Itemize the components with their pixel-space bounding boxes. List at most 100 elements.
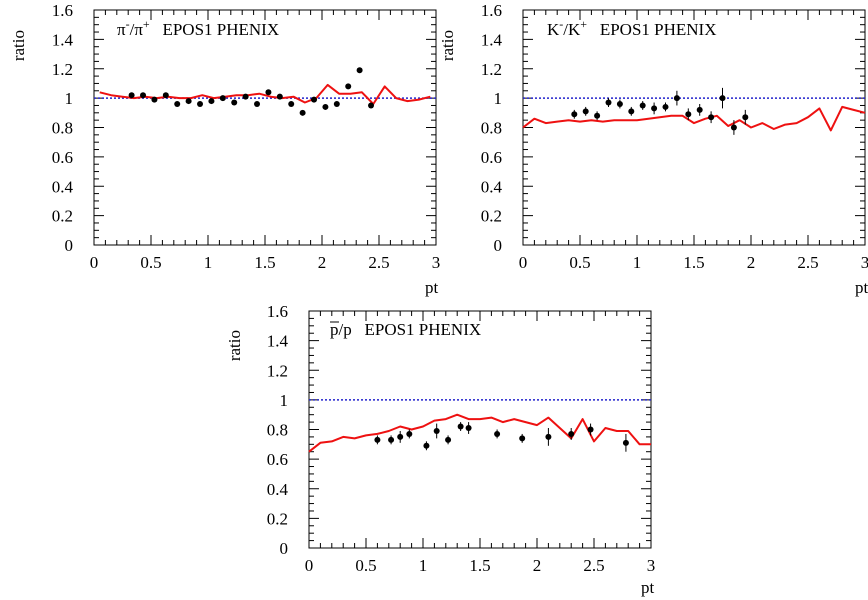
y-tick-label: 1.6 [52, 1, 73, 20]
x-axis-label: pt [855, 278, 868, 297]
data-point [587, 426, 594, 433]
data-point [457, 423, 464, 430]
data-point [605, 99, 612, 106]
data-point [265, 89, 272, 96]
x-tick-label: 0 [519, 253, 528, 272]
data-point [571, 111, 578, 118]
x-tick-label: 2 [318, 253, 327, 272]
y-tick-label: 0.6 [267, 450, 288, 469]
x-tick-label: 0 [90, 253, 99, 272]
data-point [219, 95, 226, 102]
data-point [582, 108, 589, 115]
data-point [639, 102, 646, 109]
y-axis-label: ratio [225, 330, 244, 361]
x-tick-label: 2 [747, 253, 756, 272]
data-point [730, 124, 737, 131]
data-point [322, 103, 329, 110]
data-point [662, 103, 669, 110]
y-tick-label: 0.2 [267, 509, 288, 528]
y-tick-label: 1.6 [267, 302, 288, 321]
data-point [231, 99, 238, 106]
y-tick-label: 1.4 [267, 332, 289, 351]
y-tick-label: 1 [65, 89, 74, 108]
y-tick-label: 0.2 [481, 207, 502, 226]
data-point [708, 114, 715, 121]
model-line [522, 105, 866, 132]
y-tick-label: 1.6 [481, 1, 502, 20]
data-point [368, 102, 375, 109]
data-point [673, 95, 680, 102]
panel-1: 0 0.5 1 1.5 2 2.5 3 0 0.2 0.4 0.6 0.8 1 1.2 1.4 1.6 pt ra… [9, 1, 440, 297]
x-tick-label: 3 [861, 253, 868, 272]
y-tick-label: 0 [494, 236, 503, 255]
x-tick-label: 1.5 [469, 556, 490, 575]
x-tick-label: 0.5 [569, 253, 590, 272]
data-point [128, 92, 135, 99]
y-tick-label: 0.4 [267, 480, 289, 499]
data-point [185, 98, 192, 105]
y-tick-label: 0 [280, 539, 289, 558]
x-tick-label: 1 [633, 253, 642, 272]
data-point [685, 111, 692, 118]
x-tick-label: 0.5 [140, 253, 161, 272]
data-point [140, 92, 147, 99]
y-tick-label: 0.6 [481, 148, 502, 167]
data-point [433, 427, 440, 434]
data-point [545, 433, 552, 440]
x-tick-label: 3 [432, 253, 441, 272]
x-tick-label: 2.5 [368, 253, 389, 272]
x-tick-label: 0 [305, 556, 314, 575]
data-point [311, 96, 318, 103]
x-tick-label: 1 [204, 253, 213, 272]
data-point [397, 433, 404, 440]
panel-title: π-/π+ EPOS1 PHENIX [117, 17, 279, 39]
y-tick-label: 1 [280, 391, 289, 410]
y-tick-label: 1 [494, 89, 503, 108]
y-tick-label: 1.2 [267, 361, 288, 380]
model-line [308, 413, 651, 453]
data-point [594, 112, 601, 119]
panel-2: 0 0.5 1 1.5 2 2.5 3 0 0.2 0.4 0.6 0.8 1 1.2 1.4 1.6 pt ra… [438, 1, 868, 297]
y-tick-label: 1.4 [52, 30, 74, 49]
data-point [616, 101, 623, 107]
x-tick-label: 1.5 [254, 253, 275, 272]
data-point [174, 101, 181, 107]
data-point [288, 101, 295, 107]
x-axis-label: pt [425, 278, 439, 297]
x-tick-label: 2.5 [583, 556, 604, 575]
data-point [651, 105, 658, 112]
data-point [388, 436, 395, 443]
x-axis-label: pt [641, 578, 655, 597]
data-point [333, 101, 340, 107]
data-point [374, 436, 381, 443]
y-tick-label: 1.4 [481, 30, 503, 49]
y-axis-label: ratio [438, 30, 457, 61]
y-tick-label: 0.8 [267, 421, 288, 440]
panel-3: 0 0.5 1 1.5 2 2.5 3 0 0.2 0.4 0.6 0.8 1 1.2 1.4 1.6 pt ra… [225, 302, 655, 597]
data-point [696, 106, 703, 113]
data-point [162, 92, 169, 99]
x-tick-label: 1.5 [683, 253, 704, 272]
data-point [242, 93, 249, 100]
x-tick-label: 3 [647, 556, 656, 575]
plot-frame [308, 310, 652, 549]
data-point [445, 436, 452, 443]
y-tick-label: 0.6 [52, 148, 73, 167]
y-tick-label: 0.4 [481, 177, 503, 196]
x-tick-label: 0.5 [355, 556, 376, 575]
data-point [719, 95, 726, 102]
y-tick-label: 0.8 [481, 119, 502, 138]
data-point [151, 96, 158, 103]
data-point [742, 114, 749, 121]
y-tick-label: 0 [65, 236, 74, 255]
y-axis-label: ratio [9, 30, 28, 61]
plot-frame [93, 9, 437, 246]
data-point [208, 98, 215, 105]
plot-frame [522, 9, 866, 246]
data-point [423, 442, 430, 449]
y-tick-label: 1.2 [52, 60, 73, 79]
data-point [622, 439, 629, 446]
data-point [465, 425, 472, 432]
y-tick-label: 0.4 [52, 177, 74, 196]
